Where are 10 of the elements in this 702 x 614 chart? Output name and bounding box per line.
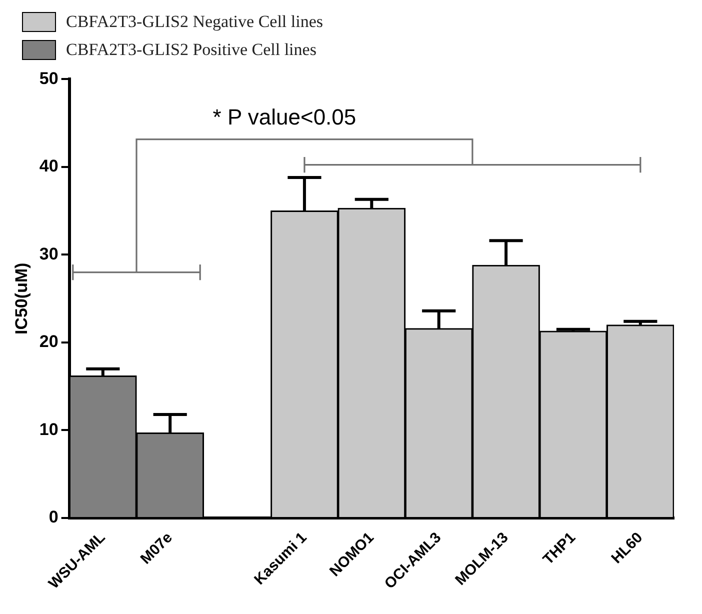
y-tick-label: 20: [39, 332, 58, 352]
legend-label: CBFA2T3-GLIS2 Negative Cell lines: [66, 12, 324, 32]
y-tick-label: 40: [39, 156, 58, 176]
annotation: * P value<0.05: [212, 104, 356, 130]
y-tick-label: 30: [39, 244, 58, 264]
y-tick-label: 0: [48, 508, 58, 527]
y-axis-title: IC50(uM): [12, 262, 31, 334]
y-tick-label: 10: [39, 420, 58, 439]
y-tick-label: 50: [39, 68, 58, 88]
legend-label: CBFA2T3-GLIS2 Positive Cell lines: [66, 40, 316, 60]
